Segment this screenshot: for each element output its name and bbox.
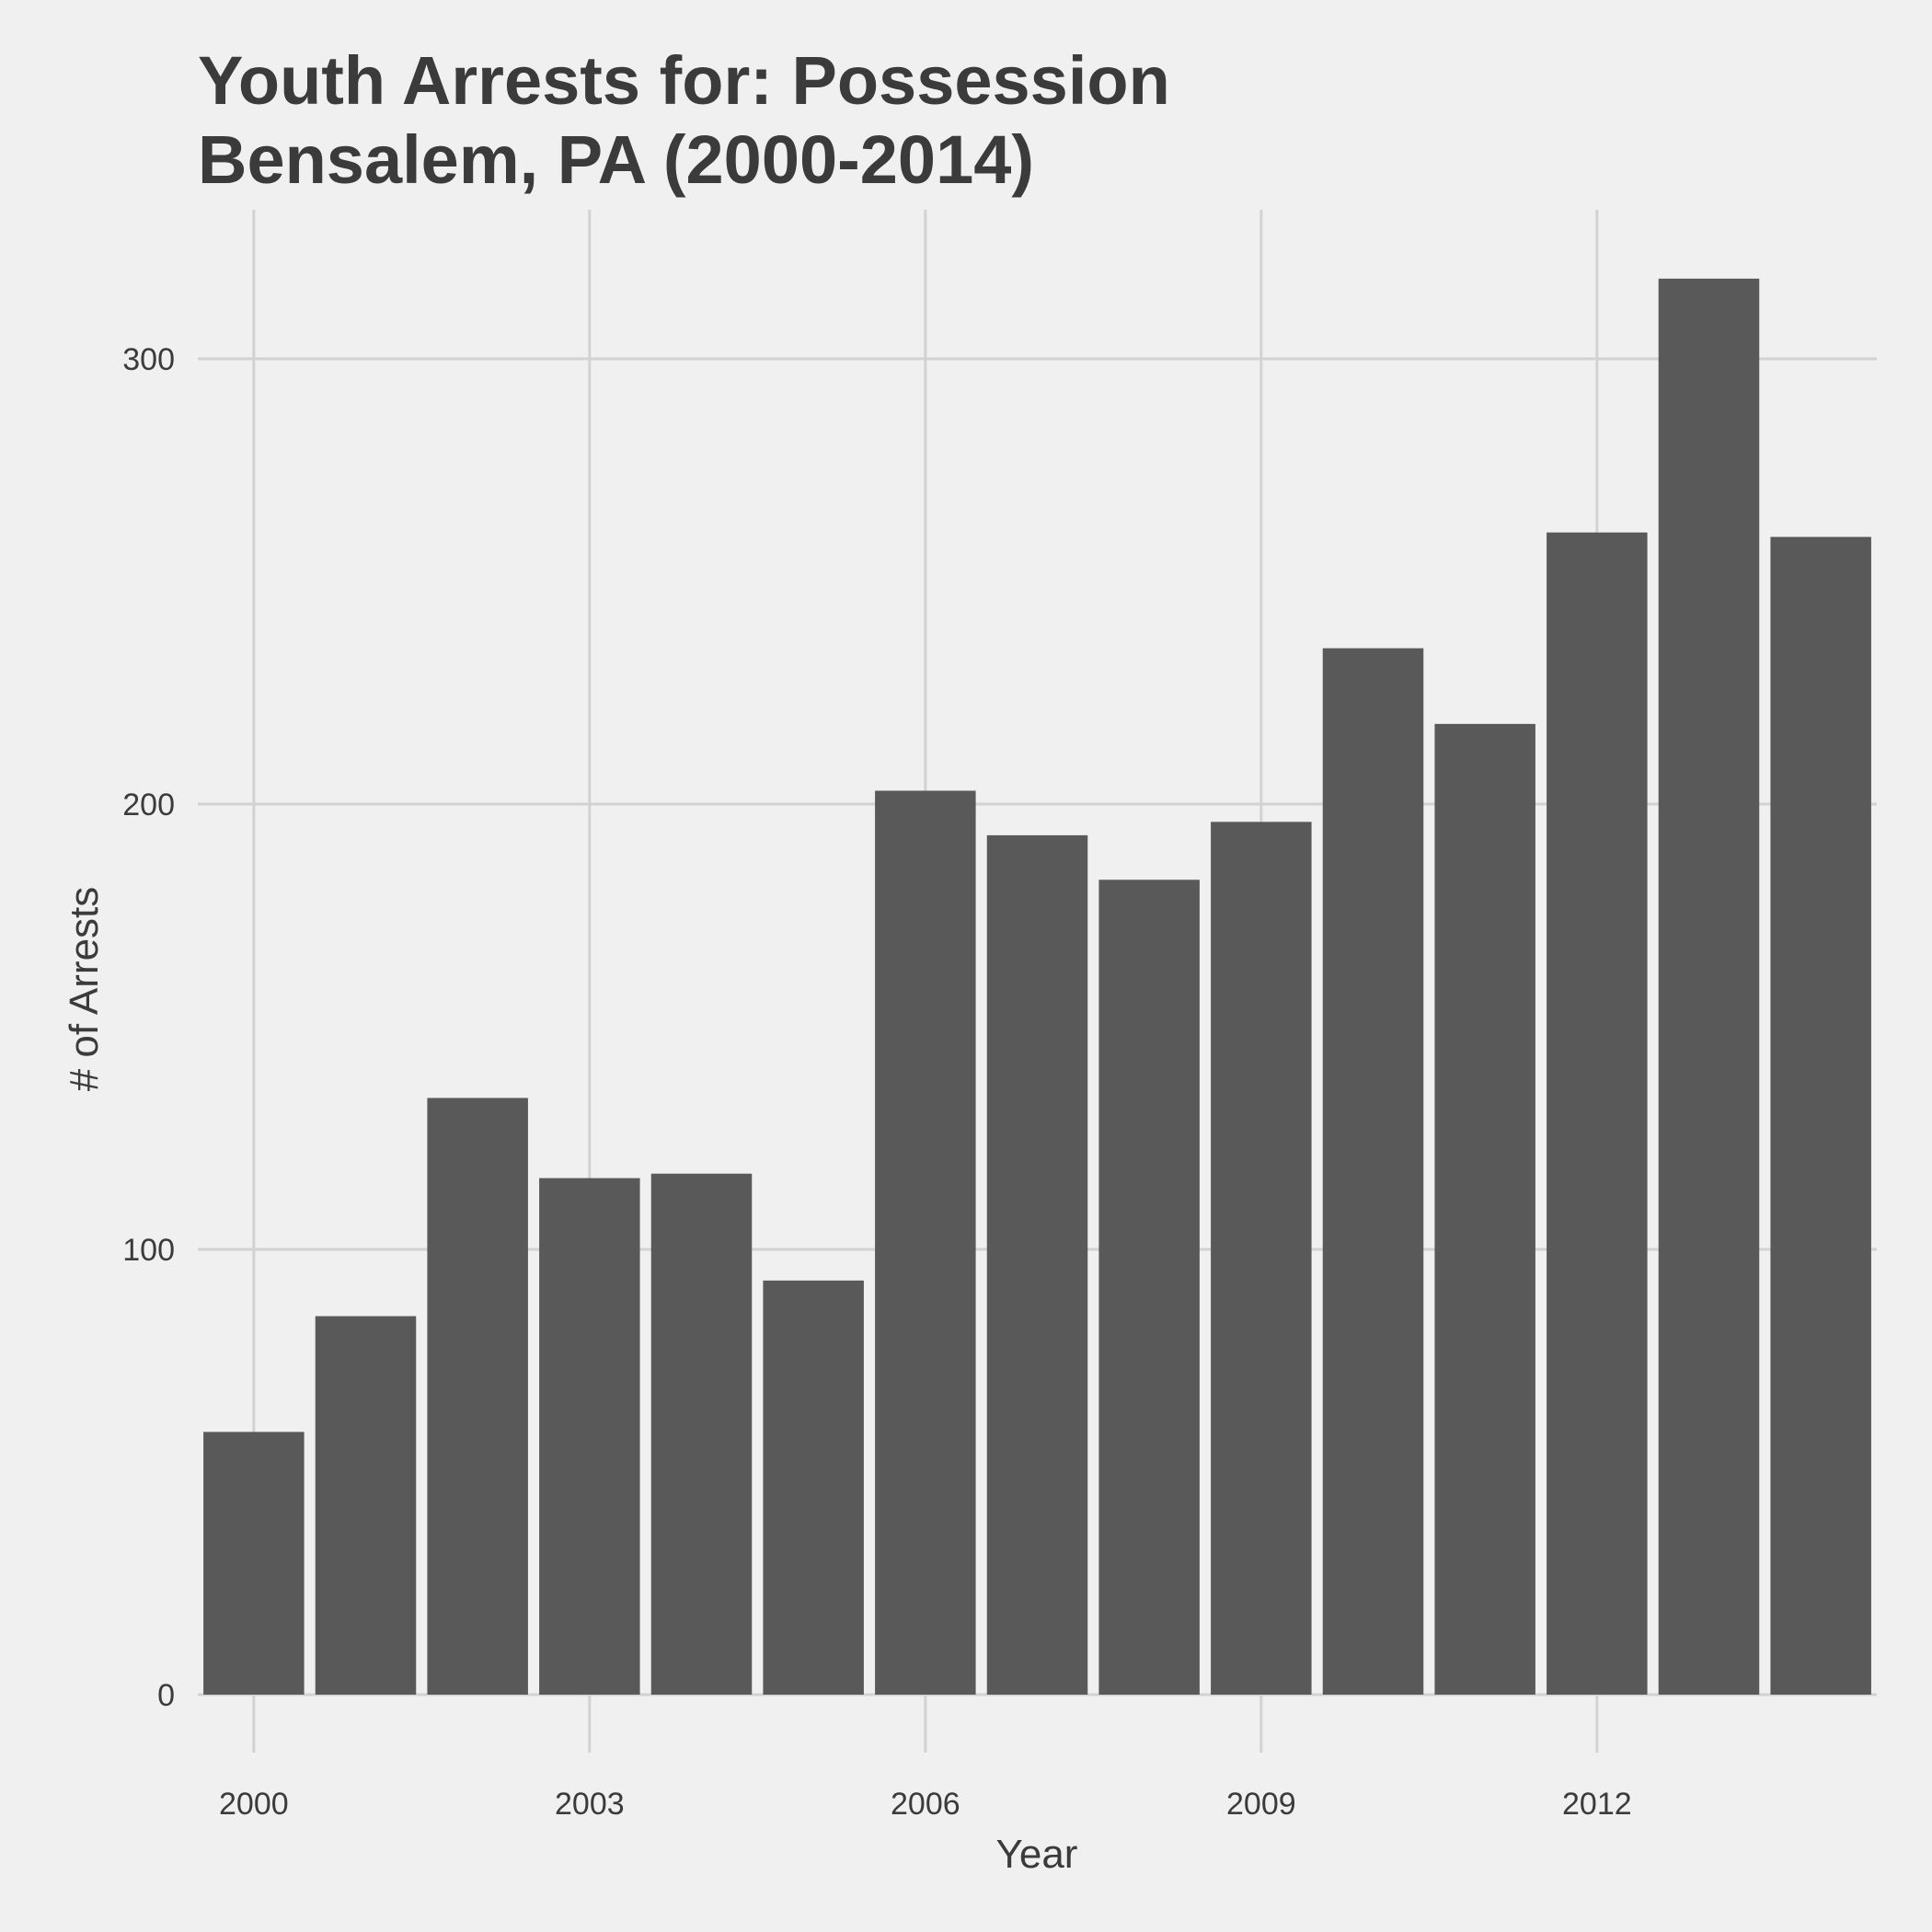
bar-2005 [763, 1280, 864, 1695]
bar-2004 [650, 1173, 753, 1695]
tick-layer: 2000 2003 2006 2009 2012 0 100 200 300 [122, 342, 1631, 1822]
bar-2000 [203, 1432, 305, 1695]
y-axis-title: # of Arrests [62, 887, 107, 1092]
bar-2014 [1770, 536, 1871, 1695]
bar-2010 [1322, 648, 1424, 1695]
bar-2001 [315, 1316, 417, 1695]
bar-layer [203, 278, 1871, 1695]
x-tick-label-2012: 2012 [1562, 1787, 1632, 1822]
chart-title-line-2: Bensalem, PA (2000-2014) [198, 121, 1034, 198]
y-tick-label-300: 300 [122, 342, 175, 377]
y-tick-label-0: 0 [157, 1678, 175, 1713]
bar-2011 [1434, 723, 1535, 1695]
x-axis-title: Year [996, 1832, 1078, 1877]
chart-title-line-1: Youth Arrests for: Possession [198, 42, 1170, 119]
bar-2013 [1658, 278, 1760, 1695]
bar-2003 [539, 1178, 640, 1695]
x-tick-label-2000: 2000 [219, 1787, 289, 1822]
bar-2009 [1211, 822, 1312, 1695]
x-tick-label-2009: 2009 [1226, 1787, 1296, 1822]
y-tick-label-200: 200 [122, 788, 175, 822]
bar-2006 [875, 790, 976, 1695]
bar-2002 [427, 1098, 528, 1695]
x-tick-label-2006: 2006 [891, 1787, 960, 1822]
bar-2008 [1098, 880, 1200, 1695]
x-tick-label-2003: 2003 [555, 1787, 625, 1822]
bar-2012 [1547, 532, 1648, 1695]
y-tick-label-100: 100 [122, 1233, 175, 1268]
bar-2007 [986, 834, 1088, 1695]
